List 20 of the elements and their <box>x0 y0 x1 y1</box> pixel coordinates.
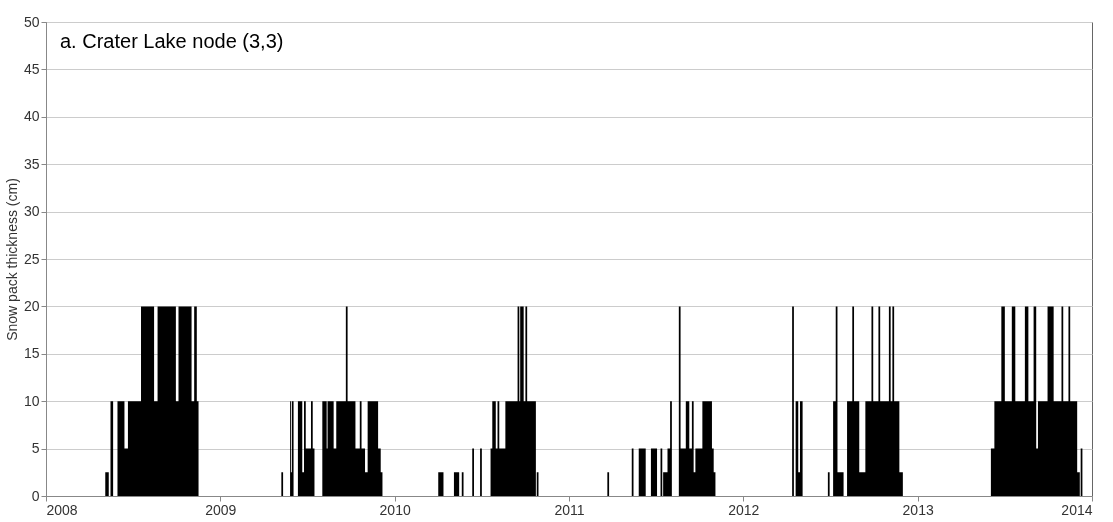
x-tick-label: 2008 <box>46 501 78 518</box>
y-tick-label: 20 <box>23 297 40 314</box>
y-tick-label: 35 <box>23 155 40 172</box>
x-tick-label: 2012 <box>728 501 760 518</box>
y-tick-label: 0 <box>31 487 40 504</box>
y-tick-label: 40 <box>23 108 40 125</box>
y-axis-title: Snow pack thickness (cm) <box>3 178 20 341</box>
x-tick-label: 2010 <box>379 501 411 518</box>
x-tick-label: 2009 <box>205 501 237 518</box>
y-tick-label: 10 <box>23 392 40 409</box>
y-tick-label: 50 <box>23 13 40 30</box>
y-tick-label: 15 <box>23 345 40 362</box>
x-tick-label: 2013 <box>902 501 934 518</box>
x-tick-label: 2014 <box>1061 501 1093 518</box>
y-tick-label: 5 <box>31 440 40 457</box>
x-tick-label: 2011 <box>554 501 585 518</box>
y-tick-label: 30 <box>23 203 40 220</box>
y-tick-label: 25 <box>23 250 40 267</box>
y-tick-label: 45 <box>23 60 40 77</box>
chart-title: a. Crater Lake node (3,3) <box>60 30 284 52</box>
